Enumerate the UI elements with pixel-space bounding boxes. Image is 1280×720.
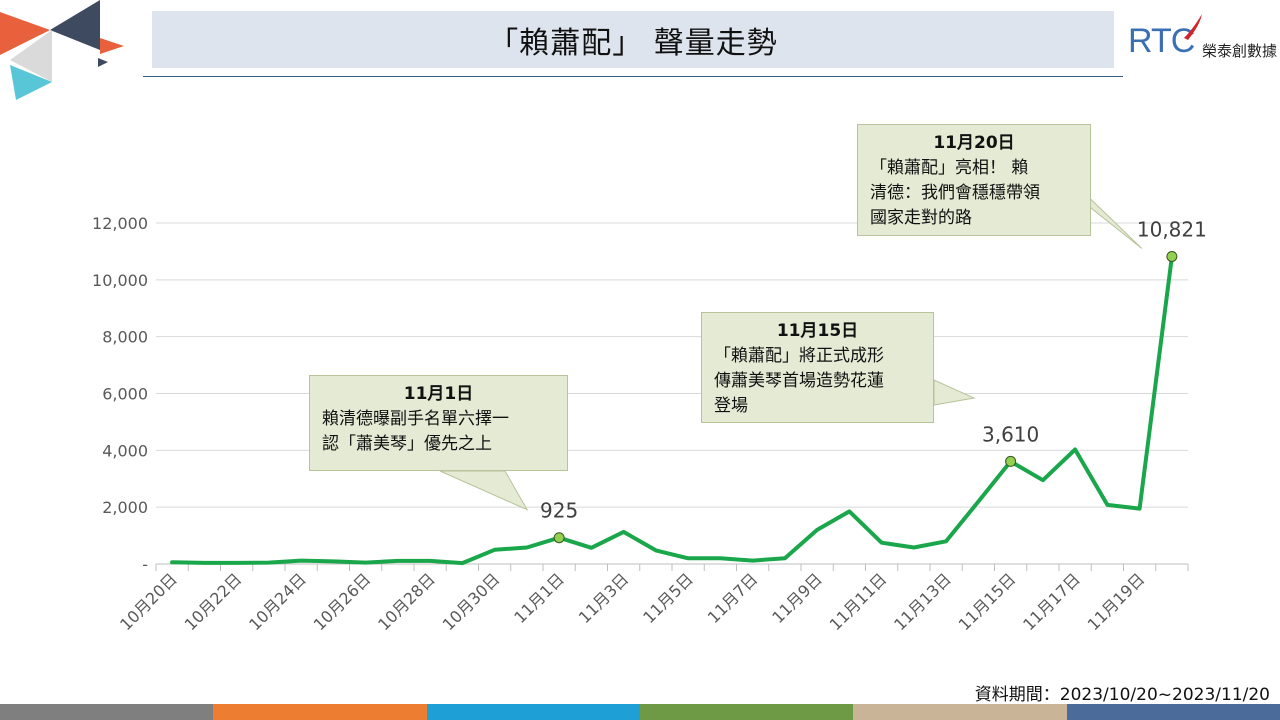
y-tick-label: 2,000 [102, 498, 148, 517]
title-banner: 「賴蕭配」 聲量走勢 [152, 11, 1114, 68]
x-tick-label: 11月11日 [826, 569, 891, 634]
x-tick-label: 10月24日 [245, 569, 310, 634]
footer-color-segment [1066, 704, 1280, 720]
annotation-nov20-line-3: 國家走對的路 [870, 208, 972, 228]
x-tick-label: 10月28日 [374, 569, 439, 634]
x-tick-label: 11月15日 [955, 569, 1020, 634]
footer-color-bar [0, 704, 1280, 720]
x-tick-label: 11月1日 [510, 569, 568, 627]
corner-decoration [0, 0, 124, 100]
y-tick-label: 4,000 [102, 441, 148, 460]
page-title: 「賴蕭配」 聲量走勢 [488, 25, 778, 61]
callout-pointer [933, 379, 976, 406]
highlight-point [553, 532, 565, 544]
data-label: 10,821 [1137, 218, 1207, 242]
highlight-point [1166, 251, 1178, 263]
annotation-nov1-title: 11月1日 [403, 384, 474, 404]
annotation-nov20: 11月20日 「賴蕭配」亮相！ 賴 清德：我們會穩穩帶領 國家走對的路 [857, 124, 1091, 236]
logo-swoosh-icon [1184, 14, 1202, 40]
x-tick-label: 11月5日 [639, 569, 697, 627]
data-label: 925 [540, 499, 578, 523]
callout-pointer [439, 470, 529, 511]
x-tick-label: 11月3日 [575, 569, 633, 627]
y-tick-label: 12,000 [92, 214, 148, 233]
annotation-nov15-line-1: 「賴蕭配」將正式成形 [714, 346, 884, 366]
y-tick-label: 10,000 [92, 271, 148, 290]
annotation-nov1-line-2: 認「蕭美琴」優先之上 [322, 434, 492, 454]
annotation-nov15-title: 11月15日 [776, 321, 859, 341]
data-period-note: 資料期間：2023/10/20~2023/11/20 [974, 685, 1270, 705]
annotation-nov1: 11月1日 賴清德曝副手名單六擇一 認「蕭美琴」優先之上 [309, 375, 568, 471]
y-tick-label: 6,000 [102, 385, 148, 404]
y-tick-label: 8,000 [102, 328, 148, 347]
footer-color-segment [639, 704, 854, 720]
x-tick-label: 10月20日 [116, 569, 181, 634]
annotation-nov1-line-1: 賴清德曝副手名單六擇一 [322, 409, 509, 429]
footer-color-segment [213, 704, 427, 720]
x-tick-label: 10月26日 [310, 569, 375, 634]
x-tick-label: 11月17日 [1019, 569, 1084, 634]
annotation-nov20-line-2: 清德：我們會穩穩帶領 [870, 183, 1040, 203]
footer-color-segment [0, 704, 214, 720]
logo-company-name: 榮泰創數據 [1202, 42, 1278, 60]
footer-color-segment [853, 704, 1067, 720]
x-tick-label: 11月13日 [890, 569, 955, 634]
annotation-nov15: 11月15日 「賴蕭配」將正式成形 傳蕭美琴首場造勢花蓮 登場 [701, 312, 934, 423]
annotation-nov20-title: 11月20日 [933, 133, 1015, 153]
y-tick-label: - [142, 555, 148, 574]
title-underline [143, 76, 1123, 77]
annotation-nov15-line-3: 登場 [714, 396, 748, 416]
footer-color-segment [426, 704, 640, 720]
annotation-nov20-line-1: 「賴蕭配」亮相！ 賴 [870, 158, 1029, 178]
company-logo: RTC 榮泰創數據 [1128, 10, 1280, 70]
logo-mark: RTC [1128, 22, 1195, 60]
x-tick-label: 10月22日 [181, 569, 246, 634]
series-line [170, 254, 1174, 566]
volume-line-chart: - 2,000 4,000 6,000 8,000 10,000 12,000 10月20日… [92, 184, 1207, 634]
annotation-nov15-line-2: 傳蕭美琴首場造勢花蓮 [714, 371, 884, 391]
x-tick-label: 11月7日 [704, 569, 762, 627]
x-tick-label: 10月30日 [439, 569, 504, 634]
data-label: 3,610 [982, 422, 1039, 446]
x-tick-label: 11月9日 [768, 569, 826, 627]
x-tick-label: 11月19日 [1084, 569, 1149, 634]
highlight-point [1005, 455, 1017, 467]
